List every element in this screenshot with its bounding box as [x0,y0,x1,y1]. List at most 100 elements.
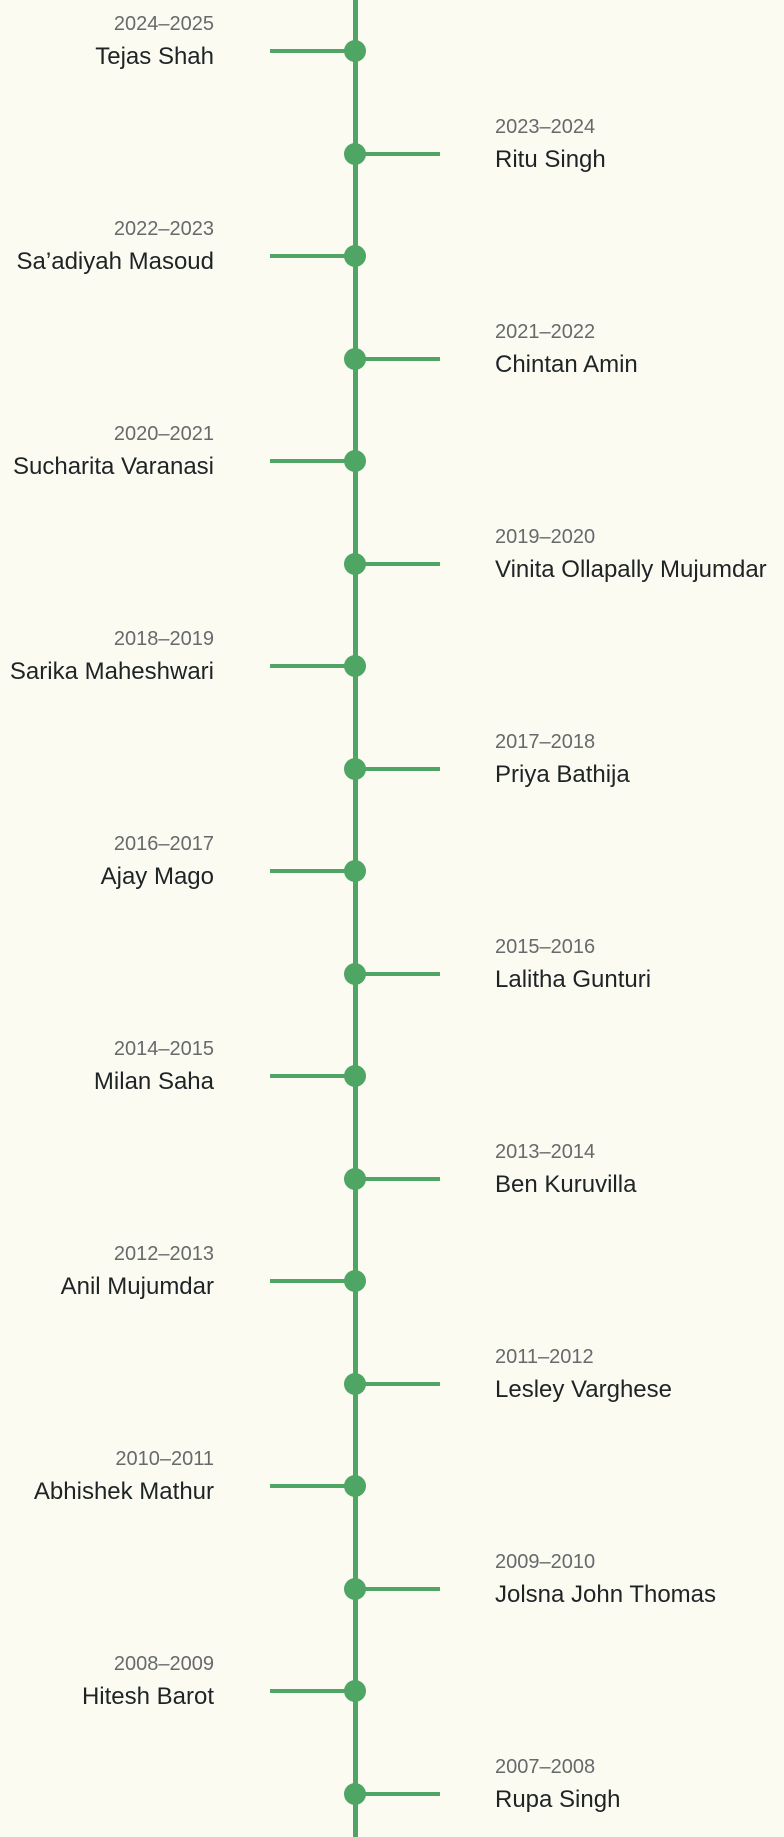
timeline-dot [344,1373,366,1395]
timeline-entry: 2023–2024 Ritu Singh [0,117,784,172]
timeline-connector [270,664,355,668]
timeline-dot [344,1168,366,1190]
timeline-label: 2013–2014 Ben Kuruvilla [495,1142,636,1197]
person-name: Abhishek Mathur [33,1478,214,1505]
term-years: 2020–2021 [113,423,214,445]
timeline-dot [344,963,366,985]
term-years: 2024–2025 [113,13,214,35]
person-name: Anil Mujumdar [60,1273,214,1300]
timeline-dot [344,40,366,62]
timeline-dot [344,143,366,165]
timeline-connector [270,49,355,53]
timeline-dot [344,450,366,472]
timeline-entry: 2021–2022 Chintan Amin [0,322,784,377]
timeline-dot [344,1578,366,1600]
timeline-connector [355,1587,440,1591]
timeline-entry: 2020–2021 Sucharita Varanasi [0,424,784,479]
timeline-connector [355,1792,440,1796]
term-years: 2017–2018 [495,731,596,753]
person-name: Jolsna John Thomas [495,1581,717,1608]
person-name: Tejas Shah [95,43,214,70]
timeline-entry: 2015–2016 Lalitha Gunturi [0,937,784,992]
timeline-label: 2016–2017 Ajay Mago [101,834,214,889]
timeline-connector [355,1177,440,1181]
term-years: 2018–2019 [113,628,214,650]
timeline-dot [344,1065,366,1087]
timeline-label: 2014–2015 Milan Saha [94,1039,214,1094]
timeline-entry: 2008–2009 Hitesh Barot [0,1654,784,1709]
timeline-connector [355,767,440,771]
timeline-connector [270,1074,355,1078]
timeline-label: 2015–2016 Lalitha Gunturi [495,937,651,992]
timeline-entry: 2019–2020 Vinita Ollapally Mujumdar [0,527,784,582]
term-years: 2012–2013 [113,1243,214,1265]
term-years: 2019–2020 [495,526,596,548]
timeline-label: 2012–2013 Anil Mujumdar [61,1244,214,1299]
timeline-label: 2022–2023 Sa’adiyah Masoud [17,219,214,274]
timeline-dot [344,1475,366,1497]
person-name: Chintan Amin [495,351,638,378]
term-years: 2009–2010 [495,1551,596,1573]
term-years: 2008–2009 [113,1653,214,1675]
person-name: Lesley Varghese [495,1376,672,1403]
timeline-label: 2021–2022 Chintan Amin [495,322,638,377]
timeline-connector [355,152,440,156]
timeline-connector [270,1279,355,1283]
person-name: Ben Kuruvilla [495,1171,637,1198]
person-name: Ajay Mago [100,863,214,890]
timeline-entry: 2016–2017 Ajay Mago [0,834,784,889]
person-name: Lalitha Gunturi [495,966,652,993]
term-years: 2021–2022 [495,321,596,343]
term-years: 2013–2014 [495,1141,596,1163]
timeline-entry: 2022–2023 Sa’adiyah Masoud [0,219,784,274]
term-years: 2022–2023 [113,218,214,240]
timeline-entry: 2011–2012 Lesley Varghese [0,1347,784,1402]
term-years: 2023–2024 [495,116,596,138]
timeline-dot [344,553,366,575]
person-name: Milan Saha [93,1068,214,1095]
timeline-dot [344,758,366,780]
timeline-label: 2009–2010 Jolsna John Thomas [495,1552,716,1607]
timeline-entry: 2007–2008 Rupa Singh [0,1757,784,1812]
timeline-connector [355,562,440,566]
person-name: Rupa Singh [495,1786,621,1813]
timeline-dot [344,1680,366,1702]
timeline-connector [355,357,440,361]
timeline-entry: 2018–2019 Sarika Maheshwari [0,629,784,684]
person-name: Ritu Singh [495,146,606,173]
term-years: 2007–2008 [495,1756,596,1778]
timeline-label: 2020–2021 Sucharita Varanasi [13,424,214,479]
timeline-connector [355,972,440,976]
timeline-label: 2023–2024 Ritu Singh [495,117,606,172]
person-name: Sa’adiyah Masoud [16,248,214,275]
timeline-label: 2010–2011 Abhishek Mathur [34,1449,214,1504]
person-name: Hitesh Barot [81,1683,214,1710]
timeline-label: 2018–2019 Sarika Maheshwari [10,629,214,684]
timeline-entry: 2013–2014 Ben Kuruvilla [0,1142,784,1197]
timeline-dot [344,1270,366,1292]
term-years: 2011–2012 [495,1346,594,1368]
term-years: 2010–2011 [115,1448,214,1470]
timeline-connector [270,459,355,463]
person-name: Vinita Ollapally Mujumdar [495,556,767,583]
timeline-label: 2019–2020 Vinita Ollapally Mujumdar [495,527,767,582]
timeline-connector [270,1484,355,1488]
timeline-entry: 2017–2018 Priya Bathija [0,732,784,787]
timeline-dot [344,1783,366,1805]
timeline-dot [344,245,366,267]
timeline-connector [355,1382,440,1386]
timeline-label: 2017–2018 Priya Bathija [495,732,630,787]
timeline-entry: 2024–2025 Tejas Shah [0,14,784,69]
timeline-dot [344,655,366,677]
timeline-entry: 2014–2015 Milan Saha [0,1039,784,1094]
timeline-label: 2007–2008 Rupa Singh [495,1757,620,1812]
person-name: Sarika Maheshwari [9,658,214,685]
timeline-label: 2024–2025 Tejas Shah [95,14,214,69]
timeline-connector [270,254,355,258]
timeline-entry: 2010–2011 Abhishek Mathur [0,1449,784,1504]
timeline-connector [270,869,355,873]
timeline-dot [344,860,366,882]
person-name: Priya Bathija [495,761,630,788]
term-years: 2016–2017 [113,833,214,855]
